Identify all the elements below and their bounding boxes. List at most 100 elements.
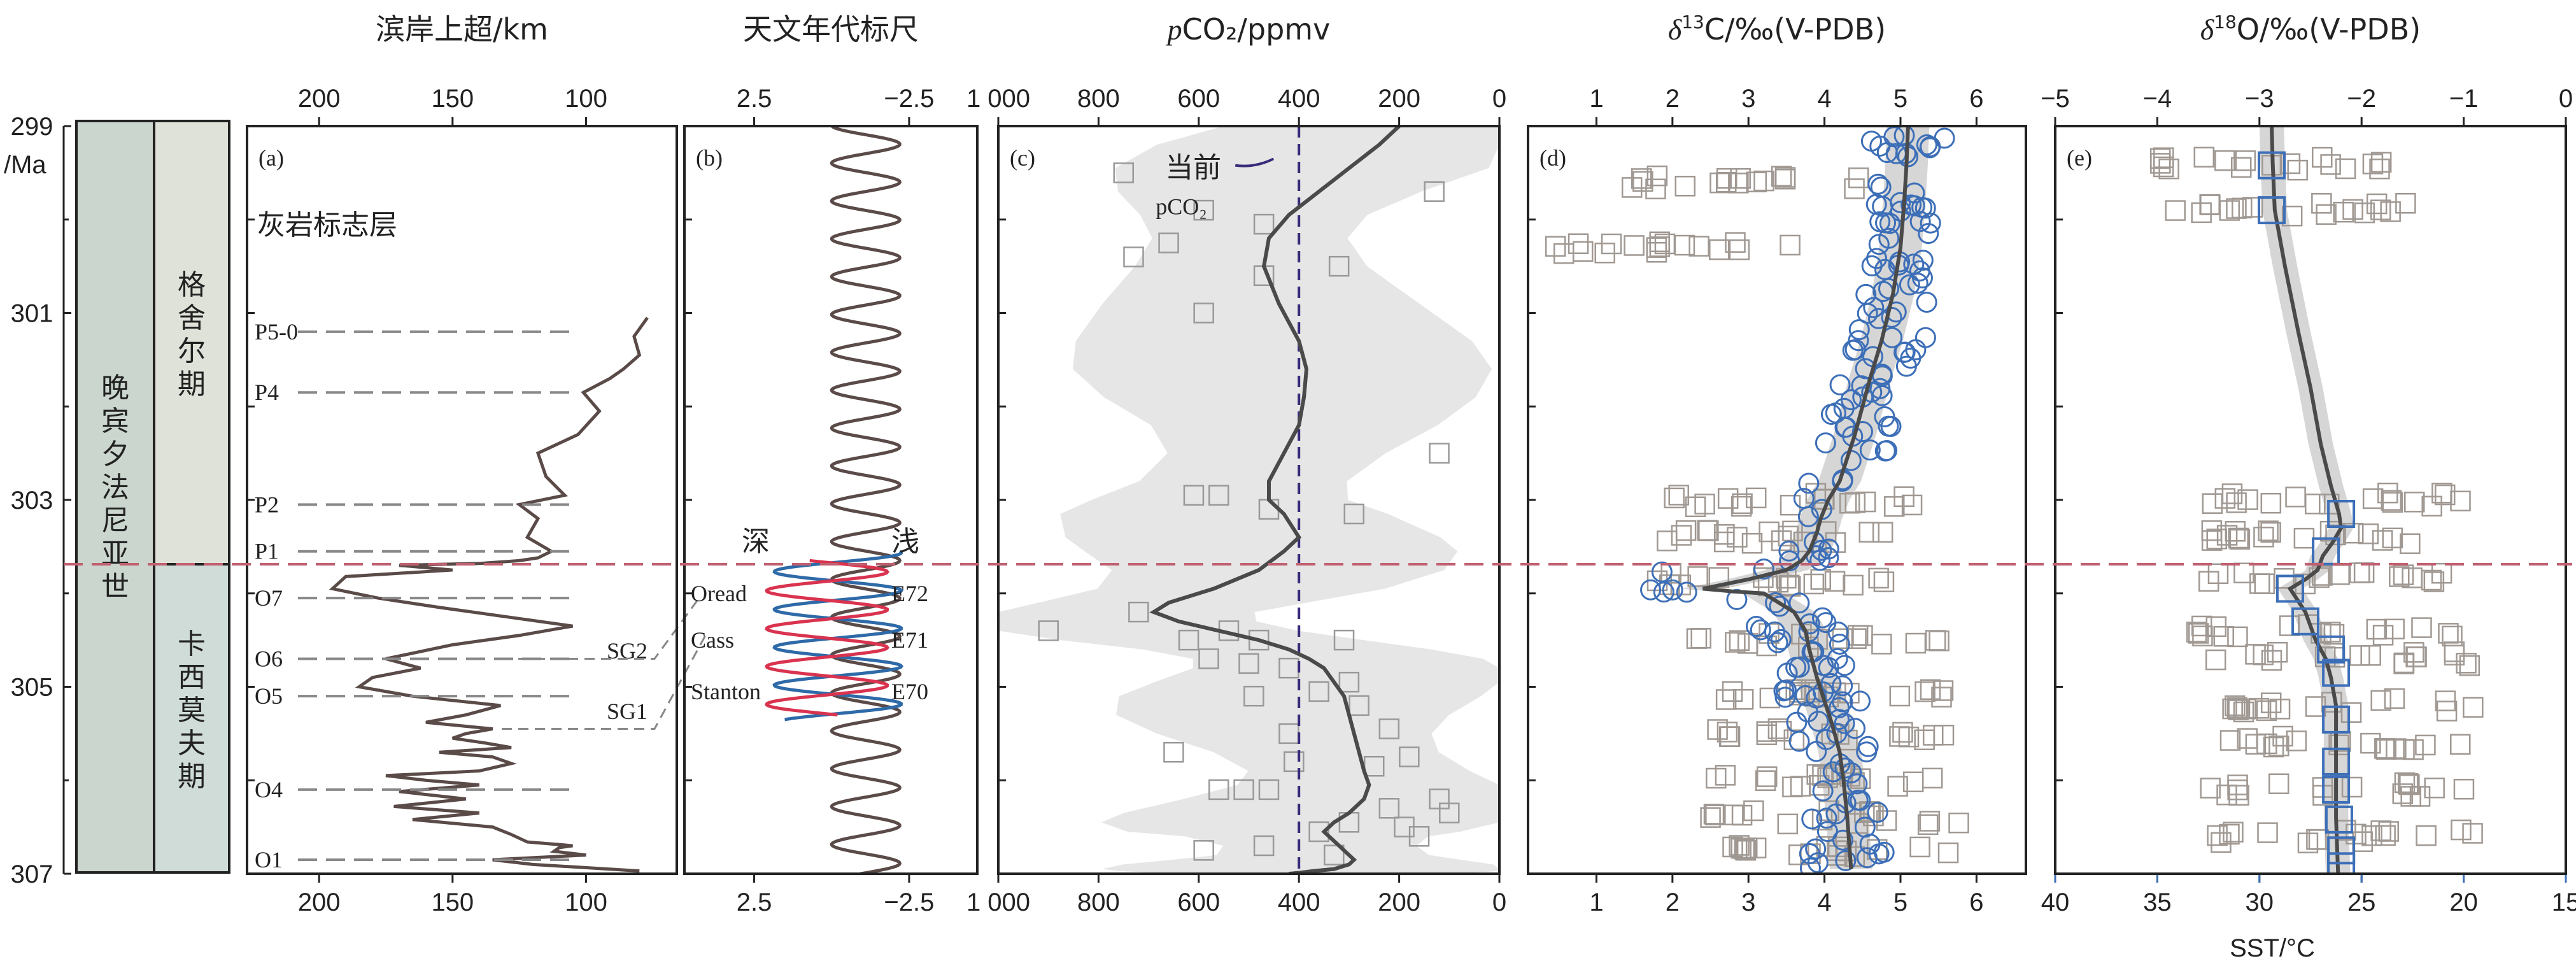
data-square <box>2153 147 2174 168</box>
data-circle <box>1850 790 1871 811</box>
data-square <box>2416 825 2437 846</box>
label-char: 西 <box>178 661 206 694</box>
trend-line <box>1702 126 1910 869</box>
mean-square <box>2317 635 2346 664</box>
data-square <box>2287 159 2308 181</box>
label-char: 格 <box>178 269 206 301</box>
data-square <box>1703 804 1725 825</box>
data-square <box>1238 653 1259 674</box>
data-circle <box>1844 718 1866 739</box>
data-circle <box>1832 829 1854 851</box>
data-square <box>2393 652 2415 674</box>
x-tick-label-bottom: 200 <box>1378 888 1420 916</box>
panel-title: δ13C/‰(V-PDB) <box>1668 11 1886 46</box>
data-square <box>2423 571 2445 592</box>
data-square <box>1771 530 1792 552</box>
title-text: O/‰(V-PDB) <box>2237 12 2421 46</box>
data-circle <box>1809 550 1831 571</box>
data-square <box>1780 234 1801 256</box>
data-square <box>2366 618 2388 640</box>
annotation-marker-beds: 灰岩标志层 <box>257 209 397 241</box>
period-box <box>75 120 155 874</box>
data-square <box>2349 562 2370 583</box>
data-circle <box>1848 330 1869 352</box>
data-square <box>2358 523 2379 544</box>
stage-upper-box <box>153 120 230 566</box>
mean-square <box>2258 151 2286 180</box>
mean-square <box>2327 836 2356 865</box>
data-square <box>2188 623 2209 644</box>
data-square <box>2459 655 2480 676</box>
data-circle <box>1812 607 1834 629</box>
data-square <box>1810 569 1831 590</box>
plot-area <box>998 126 1499 874</box>
data-square <box>1937 842 1959 864</box>
data-square <box>2394 772 2416 794</box>
x-tick-label-top: 600 <box>1177 85 1220 113</box>
data-square <box>2431 482 2452 504</box>
data-circle <box>1812 780 1834 802</box>
mean-square <box>2327 852 2356 874</box>
data-square <box>2192 625 2213 646</box>
x-tick-label-top: 1 <box>1589 85 1603 113</box>
sst-tick-label: 15 <box>2552 888 2576 916</box>
data-square <box>2405 646 2426 667</box>
label-char: 世 <box>101 571 129 603</box>
cycle-label-right: E71 <box>891 627 928 653</box>
data-circle <box>1916 292 1937 313</box>
data-square <box>1734 839 1755 860</box>
data-circle <box>1905 339 1927 360</box>
label-deep: 深 <box>742 525 770 558</box>
data-square <box>2381 490 2402 511</box>
data-square <box>2267 641 2288 663</box>
data-square <box>1308 681 1329 702</box>
label-char: 尼 <box>101 504 129 537</box>
data-square <box>1889 685 1911 707</box>
data-square <box>2268 773 2289 794</box>
data-square <box>1686 628 1708 649</box>
panel-label: (b) <box>696 145 723 171</box>
data-square <box>1705 804 1726 826</box>
data-circle <box>1778 540 1800 562</box>
data-circle <box>1909 260 1930 281</box>
data-square <box>2200 194 2221 215</box>
data-circle <box>1769 595 1790 617</box>
astronomical-curve <box>830 126 902 874</box>
data-circle <box>1829 634 1850 655</box>
age-tick-label: 307 <box>11 860 53 888</box>
data-square <box>1694 494 1715 515</box>
data-square <box>2269 699 2291 720</box>
data-square <box>1545 236 1566 257</box>
data-square <box>2198 571 2219 592</box>
x-tick-label-bottom: 2.5 <box>737 888 772 916</box>
data-square <box>2256 700 2277 722</box>
trend-line <box>2270 126 2344 874</box>
marker-label: P1 <box>255 539 279 564</box>
data-circle <box>1868 843 1890 865</box>
data-square <box>2444 644 2465 666</box>
title-superscript: 13 <box>1681 11 1704 32</box>
data-square <box>1645 178 1666 199</box>
data-square <box>2248 698 2270 719</box>
data-square <box>2378 821 2400 842</box>
age-tick-label: 305 <box>11 674 53 702</box>
panel-frame <box>1527 125 2027 875</box>
data-square <box>2362 488 2384 509</box>
marker-label: O5 <box>255 683 283 709</box>
cycle-label-left: Cass <box>691 627 734 653</box>
cycle-label-left: Oread <box>691 581 747 606</box>
data-circle <box>1662 579 1683 601</box>
data-square <box>2228 785 2249 806</box>
panel-frame <box>683 125 979 875</box>
data-square <box>1914 681 1936 702</box>
data-square <box>2370 690 2391 711</box>
data-square <box>1780 494 1801 516</box>
data-square <box>2214 150 2235 171</box>
data-square <box>1931 687 1952 708</box>
sst-tick-label: 40 <box>2041 888 2070 916</box>
data-square <box>1824 571 1846 592</box>
data-square <box>2395 192 2416 214</box>
data-square <box>1284 751 1305 772</box>
data-square <box>2253 526 2274 548</box>
data-square <box>1756 766 1778 787</box>
